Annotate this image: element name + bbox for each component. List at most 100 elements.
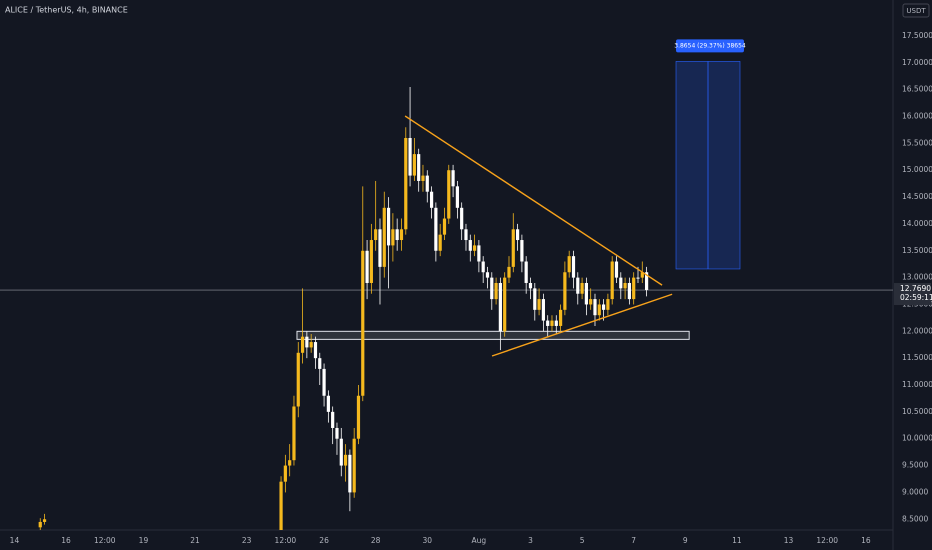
candle-body [348,454,352,493]
x-tick-label: 14 [10,536,20,545]
candle-body [632,277,636,300]
candle-body [335,427,339,439]
candle-body [481,261,485,273]
candle-body [546,320,550,326]
countdown-label: 02:59:11 [900,293,932,302]
candle-body [442,218,447,235]
support-zone [296,330,690,340]
plot-area: 3.8654 (29.37%) 38654 [0,39,893,530]
x-tick-label: 12:00 [94,536,116,545]
y-tick-label: 9.5000 [902,461,928,470]
candle-body [533,288,537,310]
candle-body [597,304,601,316]
candle-body [537,299,541,310]
y-tick-label: 17.0000 [902,58,932,67]
y-tick-label: 11.0000 [902,380,932,389]
currency-badge[interactable] [902,3,930,18]
candle-body [515,229,520,241]
candle-body [503,277,507,332]
candle-body [614,261,619,278]
candle-body [404,138,408,230]
candle-body [528,282,533,289]
candle-body [567,256,571,273]
last-price-badge [894,283,931,306]
candle-body [593,299,597,316]
candle-body [494,282,498,300]
axes: 8.5000 9.0000 9.5000 10.0000 10.5000 11.0000 1… [10,31,932,545]
candle-body [361,250,365,396]
x-tick-label: 19 [139,536,149,545]
y-tick-label: 16.0000 [902,112,932,121]
candle-body [417,154,421,181]
candle-body [42,519,47,522]
candle-body [636,277,640,279]
candle-body [576,277,580,294]
candle-body [438,234,442,251]
candle-body [563,272,567,310]
candle-body [365,250,369,283]
currency-label[interactable]: USDT [906,7,926,15]
candle-body [412,154,416,176]
y-tick-label: 13.5000 [902,246,932,255]
candle-body [382,207,386,267]
y-tick-label: 17.5000 [902,31,932,40]
candle-body [318,358,322,369]
candle-body [601,304,606,310]
position-label-box [676,39,744,53]
candle-body [305,336,309,348]
candle-body [309,342,313,348]
y-tick-label: 12.0000 [902,326,932,335]
y-tick-label: 9.0000 [902,487,928,496]
candle-body [386,207,391,246]
y-tick-label: 10.5000 [902,407,932,416]
y-tick-label: 10.0000 [902,434,932,443]
candle-body [550,320,554,326]
candle-body [589,299,593,305]
x-tick-label: 3 [528,536,533,545]
candle-body [292,406,296,461]
candle-body [490,277,494,300]
candle-body [477,245,481,262]
candle-body [640,272,644,278]
candle-body [644,272,649,291]
candle-body [339,438,343,466]
candle-body [300,336,305,353]
candle-body [356,395,361,439]
candle-body [429,191,434,208]
x-tick-label: 11 [732,536,742,545]
candle-body [455,186,459,208]
candle-body [507,266,511,278]
candle-body [554,320,558,326]
candle-body [434,207,438,251]
candle-body [395,229,399,241]
candle-body [38,521,42,528]
candle-body [331,411,335,428]
trendline [491,293,673,357]
candle-body [610,261,614,300]
y-tick-label: 11.5000 [902,353,932,362]
candle-body [447,170,451,219]
y-tick-label: 15.0000 [902,165,932,174]
x-tick-label: 5 [580,536,585,545]
candle-body [623,282,627,289]
candle-body [606,299,610,310]
candle-body [322,368,326,396]
x-tick-label: 16 [61,536,71,545]
y-tick-label: 13.0000 [902,273,932,282]
x-tick-label: 7 [631,536,636,545]
candle-body [584,282,588,305]
y-tick-label: 15.5000 [902,138,932,147]
x-tick-label: 13 [784,536,794,545]
candle-body [520,240,524,262]
candle-body [296,352,300,407]
candle-body [580,282,584,294]
x-tick-label: 16 [861,536,871,545]
candle-body [288,460,292,466]
candle-body [627,282,631,300]
candle-body [541,299,545,321]
candle-body [619,277,623,289]
x-tick-label: 12:00 [275,536,297,545]
